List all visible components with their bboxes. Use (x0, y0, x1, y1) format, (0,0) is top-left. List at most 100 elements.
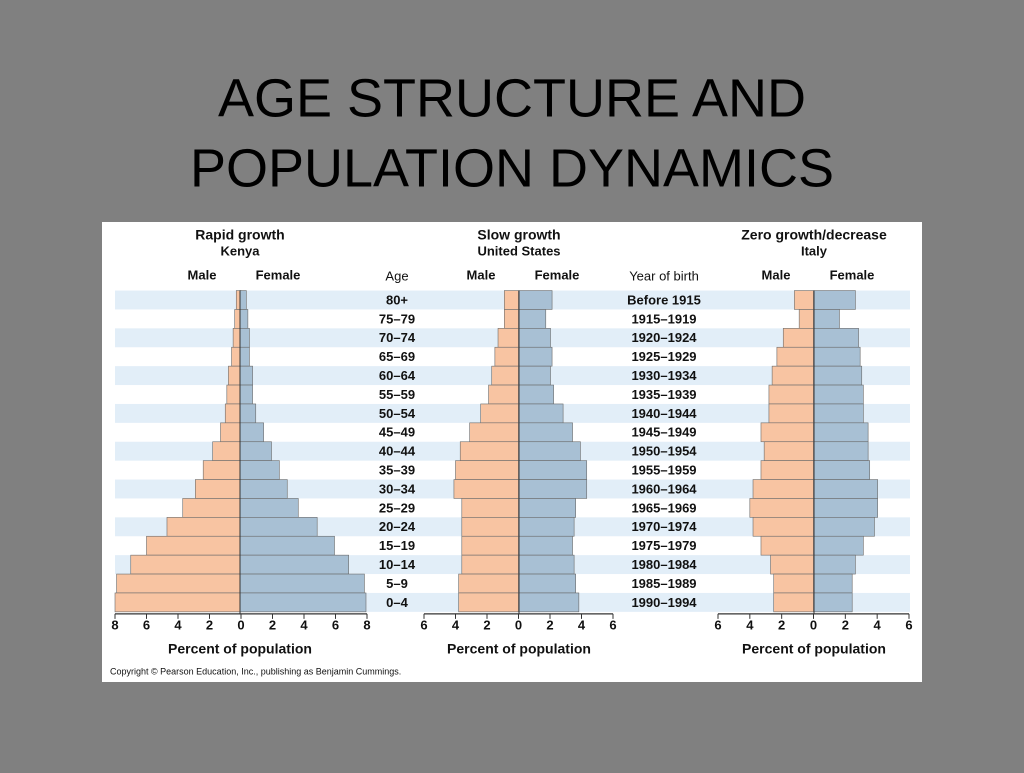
x-tick-label: 8 (363, 617, 370, 632)
bar (518, 422, 573, 443)
category-label: 1990–1994 (631, 595, 697, 610)
legend-label: Female (256, 267, 301, 282)
legend-label: Male (762, 267, 791, 282)
category-label: 1975–1979 (631, 538, 696, 553)
bar (752, 479, 814, 499)
bar (453, 479, 519, 499)
chart-subtitle: United States (477, 243, 560, 258)
bar (773, 592, 814, 613)
bar (146, 535, 242, 556)
bar (518, 328, 551, 348)
bar (239, 554, 349, 575)
bar (239, 290, 247, 310)
bar (239, 384, 253, 405)
bar (239, 460, 280, 480)
x-tick-label: 6 (714, 617, 721, 632)
bar (239, 498, 299, 518)
bar (166, 517, 242, 537)
bar (494, 346, 519, 367)
chart-subtitle: Kenya (220, 243, 260, 258)
category-label: 1965–1969 (631, 500, 696, 515)
bar (239, 328, 250, 348)
bar (518, 365, 551, 386)
category-header: Year of birth (629, 268, 699, 283)
bar (763, 441, 814, 461)
chart-title: Zero growth/decrease (741, 227, 887, 243)
category-label: 1950–1954 (631, 444, 697, 459)
bar (813, 328, 859, 348)
bar (130, 554, 242, 575)
category-label: 1960–1964 (631, 481, 697, 496)
bar (813, 365, 863, 386)
category-label: 1955–1959 (631, 463, 696, 478)
bar (794, 290, 814, 310)
chart-title: Rapid growth (195, 227, 284, 243)
x-tick-label: 4 (300, 617, 308, 632)
bar (114, 592, 242, 613)
category-label: 25–29 (379, 500, 415, 515)
bar (239, 309, 249, 329)
bar (226, 384, 242, 405)
bar (518, 384, 554, 405)
x-tick-label: 0 (237, 617, 244, 632)
bar (813, 309, 840, 329)
bar (813, 384, 864, 405)
category-label: 1940–1944 (631, 406, 697, 421)
bar (461, 498, 519, 518)
x-tick-label: 8 (111, 617, 118, 632)
category-label: 65–69 (379, 349, 415, 364)
bar (518, 554, 575, 575)
slide-title: POPULATION DYNAMICS (190, 138, 834, 198)
bar (239, 346, 250, 367)
bar (813, 517, 875, 537)
category-label: 1925–1929 (631, 349, 696, 364)
bar (239, 422, 264, 443)
bar (752, 517, 814, 537)
bar (518, 346, 553, 367)
bar (813, 592, 853, 613)
x-tick-label: 2 (778, 617, 785, 632)
bar (239, 441, 272, 461)
bar (195, 479, 242, 499)
bar (239, 573, 365, 594)
bar (518, 290, 553, 310)
category-label: 75–79 (379, 311, 415, 326)
x-tick-label: 4 (452, 617, 460, 632)
bar (773, 573, 814, 594)
bar (771, 365, 814, 386)
bar (518, 592, 580, 613)
slide-title: AGE STRUCTURE AND (218, 68, 806, 128)
bar (518, 535, 573, 556)
bar (488, 384, 519, 405)
bar (776, 346, 814, 367)
bar (504, 290, 519, 310)
bar (768, 384, 814, 405)
bar (504, 309, 519, 329)
chart-subtitle: Italy (801, 243, 828, 258)
bar (497, 328, 519, 348)
bar (224, 403, 242, 424)
bar (518, 479, 588, 499)
bar (220, 422, 242, 443)
bar (813, 573, 853, 594)
bar (239, 535, 335, 556)
category-label: 30–34 (379, 481, 416, 496)
legend-label: Female (535, 267, 580, 282)
x-tick-label: 2 (842, 617, 849, 632)
bar (813, 535, 864, 556)
category-label: 1920–1924 (631, 330, 697, 345)
bar (518, 517, 575, 537)
x-tick-label: 0 (515, 617, 522, 632)
x-tick-label: 6 (420, 617, 427, 632)
x-tick-label: 2 (206, 617, 213, 632)
category-label: 1970–1974 (631, 519, 697, 534)
category-label: 0–4 (386, 595, 408, 610)
bar (770, 554, 814, 575)
category-label: 35–39 (379, 463, 415, 478)
x-tick-label: 4 (174, 617, 182, 632)
bar (202, 460, 242, 480)
bar (518, 460, 588, 480)
bar (116, 573, 242, 594)
legend-label: Male (188, 267, 217, 282)
